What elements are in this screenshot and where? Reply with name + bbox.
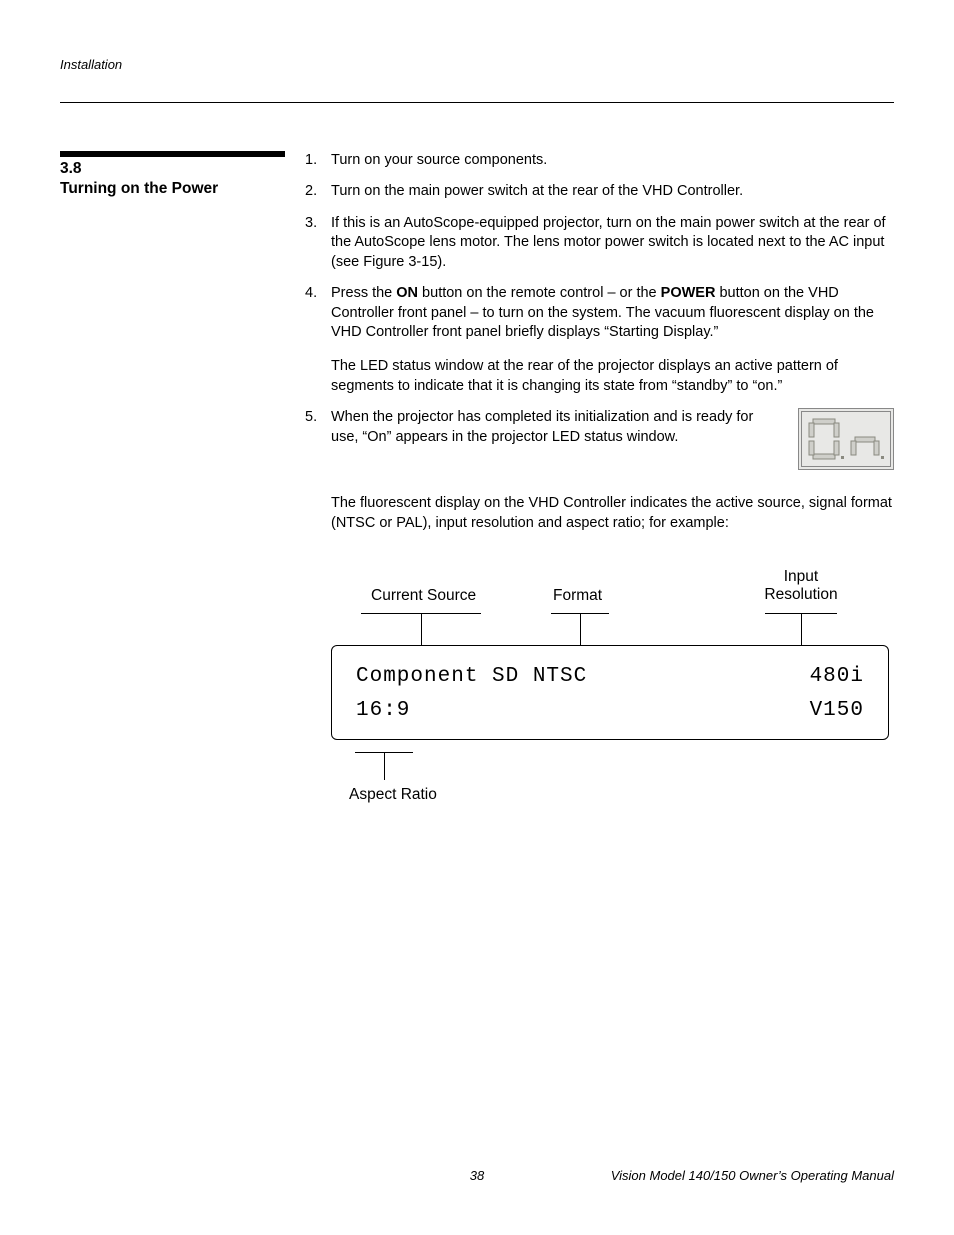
vhd-display-diagram: Current Source Format Input Resolution	[331, 567, 889, 830]
diagram-top-labels: Current Source Format Input Resolution	[331, 567, 889, 645]
section-title: Turning on the Power	[60, 179, 285, 200]
step4-part-a: Press the	[331, 285, 396, 301]
main-column: 1. Turn on your source components. 2. Tu…	[305, 151, 894, 831]
manual-title: Vision Model 140/150 Owner’s Operating M…	[611, 1167, 894, 1185]
page-footer: 38 Vision Model 140/150 Owner’s Operatin…	[60, 1167, 894, 1185]
step-body: Turn on the main power switch at the rea…	[331, 182, 894, 202]
display-aspect-ratio: 16:9	[356, 694, 410, 728]
step-body: Press the ON button on the remote contro…	[331, 284, 894, 396]
vhd-display-box: Component SD NTSC 480i 16:9 V150	[331, 645, 889, 740]
label-input-resolution-l2: Resolution	[761, 586, 841, 604]
step-number: 5.	[305, 408, 331, 470]
label-input-resolution-l1: Input	[761, 568, 841, 586]
page-number: 38	[470, 1167, 484, 1185]
step-body: Turn on your source components.	[331, 151, 894, 171]
header-rule	[60, 102, 894, 103]
running-head: Installation	[60, 56, 894, 74]
step-number: 4.	[305, 284, 331, 396]
diagram-bottom-labels: Aspect Ratio	[331, 740, 889, 830]
step-number: 2.	[305, 182, 331, 202]
led-status-window-icon	[798, 408, 894, 470]
step-body: When the projector has completed its ini…	[331, 408, 894, 470]
step-number: 1.	[305, 151, 331, 171]
step4-para2: The LED status window at the rear of the…	[331, 357, 894, 396]
on-button-label: ON	[396, 285, 418, 301]
step-list: 1. Turn on your source components. 2. Tu…	[305, 151, 894, 471]
step-number: 3.	[305, 214, 331, 273]
label-format: Format	[553, 587, 602, 605]
display-model: V150	[810, 694, 864, 728]
step-body: If this is an AutoScope-equipped project…	[331, 214, 894, 273]
display-input-resolution: 480i	[810, 660, 864, 694]
step5-text: When the projector has completed its ini…	[331, 408, 782, 470]
section-number: 3.8	[60, 159, 285, 180]
display-source-format: Component SD NTSC	[356, 660, 587, 694]
step4-part-c: button on the remote control – or the	[418, 285, 661, 301]
power-button-label: POWER	[661, 285, 716, 301]
label-current-source: Current Source	[371, 587, 476, 605]
after-steps-paragraph: The fluorescent display on the VHD Contr…	[331, 494, 894, 533]
label-input-resolution: Input Resolution	[761, 568, 841, 604]
label-aspect-ratio: Aspect Ratio	[349, 786, 437, 804]
side-column: 3.8 Turning on the Power	[60, 151, 285, 831]
content-area: 3.8 Turning on the Power 1. Turn on your…	[60, 151, 894, 831]
side-accent-bar	[60, 151, 285, 157]
